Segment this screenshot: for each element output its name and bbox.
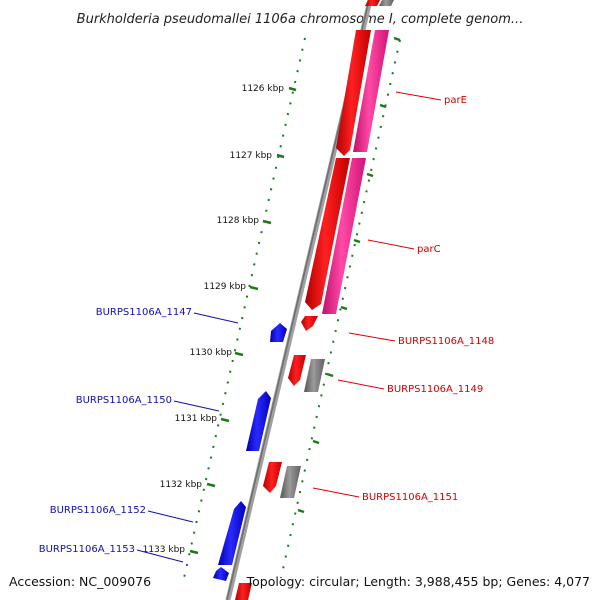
strand-ticks	[297, 36, 401, 514]
ruler-tick	[288, 86, 297, 92]
genome-summary: Topology: circular; Length: 3,988,455 bp…	[246, 574, 590, 589]
map-title: Burkholderia pseudomallei 1106a chromoso…	[77, 12, 524, 27]
ruler-tick	[220, 417, 230, 423]
strand-tick	[353, 238, 361, 244]
ruler-label: 1129 kbp	[204, 282, 247, 292]
gene-rna-parE[interactable]	[353, 30, 389, 152]
gene-label-1149[interactable]: BURPS1106A_1149	[387, 384, 483, 395]
callout-line	[312, 487, 360, 498]
strand-tick	[379, 103, 387, 109]
callout-line	[136, 549, 184, 563]
ruler-label: 1127 kbp	[230, 151, 273, 161]
callout-line	[173, 400, 220, 412]
ruler-line	[183, 37, 306, 579]
gene-label-parE[interactable]: parE	[444, 95, 467, 106]
callout-line	[367, 239, 415, 250]
strand-tick	[312, 439, 320, 445]
gene-arrow-1148[interactable]	[301, 316, 318, 331]
gene-arrow-bottom[interactable]	[235, 583, 252, 600]
gene-label-1147[interactable]: BURPS1106A_1147	[96, 307, 192, 318]
callout-line	[147, 510, 194, 523]
gene-label-1153[interactable]: BURPS1106A_1153	[39, 544, 135, 555]
gene-neutral-1151[interactable]	[280, 466, 301, 498]
gene-arrow-1153[interactable]	[213, 567, 229, 581]
gene-label-1150[interactable]: BURPS1106A_1150	[76, 395, 172, 406]
strand-tick	[297, 508, 305, 514]
gene-label-parC[interactable]: parC	[417, 244, 441, 255]
gene-arrow-1147[interactable]	[270, 323, 287, 342]
ruler-tick	[276, 153, 285, 159]
gene-arrow-1149[interactable]	[288, 355, 306, 386]
forward-gene-labels: parE parC BURPS1106A_1148 BURPS1106A_114…	[312, 91, 494, 503]
ruler-label: 1133 kbp	[143, 545, 186, 555]
strand-tick	[393, 36, 401, 42]
reverse-strand-genes	[213, 323, 287, 581]
callout-line	[395, 91, 442, 101]
ruler-line-right	[280, 39, 401, 579]
gene-label-1152[interactable]: BURPS1106A_1152	[50, 505, 146, 516]
reverse-gene-labels: BURPS1106A_1147 BURPS1106A_1150 BURPS110…	[39, 307, 239, 563]
gene-arrow-parC[interactable]	[305, 158, 350, 310]
ruler-tick	[189, 549, 199, 555]
ruler-tick	[234, 351, 244, 357]
callout-line	[348, 332, 396, 342]
callout-line	[337, 379, 385, 390]
strand-tick	[340, 305, 348, 311]
strand-tick	[366, 172, 374, 178]
strand-tick	[326, 372, 334, 378]
gene-arrow-1151[interactable]	[263, 462, 282, 493]
accession-label: Accession: NC_009076	[9, 574, 151, 589]
gene-rna-parC[interactable]	[322, 158, 366, 314]
ruler-label: 1132 kbp	[160, 480, 203, 490]
gene-arrow-top[interactable]	[365, 0, 380, 6]
gene-arrow-parE[interactable]	[336, 30, 371, 156]
ruler-label: 1131 kbp	[175, 414, 218, 424]
gene-arrow-top-gray[interactable]	[379, 0, 394, 6]
ruler-tick	[206, 482, 216, 488]
forward-strand-genes	[235, 0, 394, 600]
gene-neutral-1149[interactable]	[304, 359, 325, 392]
gene-label-1151[interactable]: BURPS1106A_1151	[362, 492, 458, 503]
gene-arrow-1150[interactable]	[246, 391, 271, 451]
ruler-label: 1128 kbp	[217, 216, 260, 226]
ruler-labels: 1126 kbp 1127 kbp 1128 kbp 1129 kbp 1130…	[143, 84, 285, 555]
ruler-tick	[262, 219, 272, 225]
ruler-ticks	[189, 86, 297, 555]
gene-label-1148[interactable]: BURPS1106A_1148	[398, 336, 494, 347]
ruler-label: 1126 kbp	[242, 84, 285, 94]
ruler-tick	[249, 285, 259, 291]
gene-arrow-1152[interactable]	[218, 501, 246, 565]
callout-line	[193, 312, 239, 324]
ruler-label: 1130 kbp	[190, 348, 233, 358]
